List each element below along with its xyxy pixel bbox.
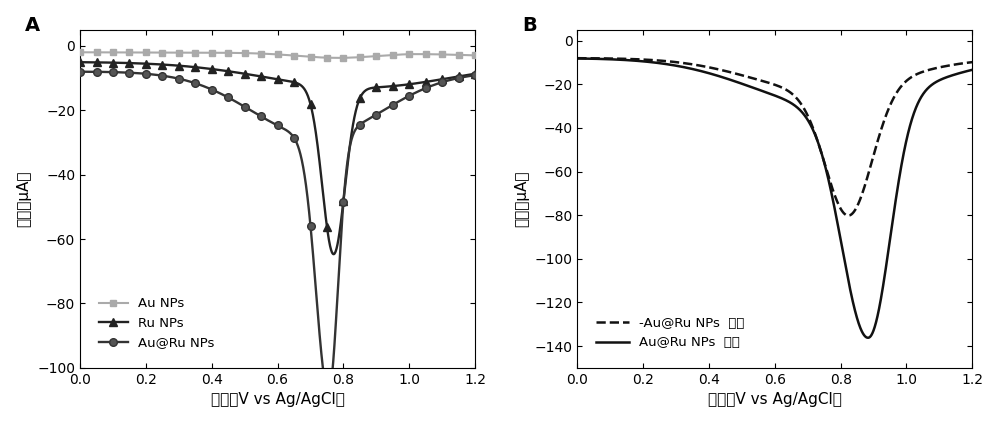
Legend: Au NPs, Ru NPs, Au@Ru NPs: Au NPs, Ru NPs, Au@Ru NPs bbox=[93, 292, 220, 355]
Y-axis label: 电流（μA）: 电流（μA） bbox=[514, 170, 529, 227]
Y-axis label: 电流（μA）: 电流（μA） bbox=[17, 170, 32, 227]
X-axis label: 电势（V vs Ag/AgCl）: 电势（V vs Ag/AgCl） bbox=[708, 392, 842, 407]
Text: B: B bbox=[522, 16, 537, 35]
Text: A: A bbox=[25, 16, 40, 35]
Legend: -Au@Ru NPs  黑暗, Au@Ru NPs  光照: -Au@Ru NPs 黑暗, Au@Ru NPs 光照 bbox=[590, 312, 750, 355]
X-axis label: 电势（V vs Ag/AgCl）: 电势（V vs Ag/AgCl） bbox=[211, 392, 345, 407]
